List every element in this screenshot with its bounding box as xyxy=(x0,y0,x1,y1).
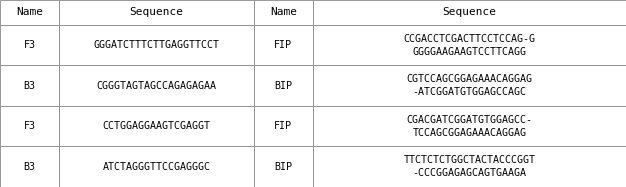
Text: F3: F3 xyxy=(24,40,36,50)
Text: FIP: FIP xyxy=(274,40,292,50)
Text: Name: Name xyxy=(16,7,43,17)
Text: BIP: BIP xyxy=(274,81,292,91)
Text: Name: Name xyxy=(270,7,297,17)
Bar xyxy=(313,65,626,106)
Bar xyxy=(59,146,254,187)
Bar xyxy=(59,65,254,106)
Bar xyxy=(313,106,626,146)
Bar xyxy=(0,146,59,187)
Bar xyxy=(254,25,313,65)
Text: CGTCCAGCGGAGAAACAGGAG
-ATCGGATGTGGAGCCAGC: CGTCCAGCGGAGAAACAGGAG -ATCGGATGTGGAGCCAG… xyxy=(406,74,533,97)
Text: CCTGGAGGAAGTCGAGGT: CCTGGAGGAAGTCGAGGT xyxy=(103,121,210,131)
Text: B3: B3 xyxy=(24,81,36,91)
Text: F3: F3 xyxy=(24,121,36,131)
Bar xyxy=(0,106,59,146)
Text: TTCTCTCTGGCTACTACCCGGT
-CCCGGAGAGCAGTGAAGA: TTCTCTCTGGCTACTACCCGGT -CCCGGAGAGCAGTGAA… xyxy=(404,155,535,178)
Bar xyxy=(0,0,59,25)
Text: CGACGATCGGATGTGGAGCC-
TCCAGCGGAGAAACAGGAG: CGACGATCGGATGTGGAGCC- TCCAGCGGAGAAACAGGA… xyxy=(406,115,533,138)
Bar xyxy=(0,65,59,106)
Bar xyxy=(59,106,254,146)
Text: BIP: BIP xyxy=(274,162,292,172)
Text: ATCTAGGGTTCCGAGGGC: ATCTAGGGTTCCGAGGGC xyxy=(103,162,210,172)
Text: CGGGTAGTAGCCAGAGAGAA: CGGGTAGTAGCCAGAGAGAA xyxy=(96,81,217,91)
Text: B3: B3 xyxy=(24,162,36,172)
Bar xyxy=(254,65,313,106)
Bar xyxy=(313,0,626,25)
Bar xyxy=(254,146,313,187)
Bar xyxy=(254,106,313,146)
Text: GGGATCTTTCTTGAGGTTCCT: GGGATCTTTCTTGAGGTTCCT xyxy=(93,40,220,50)
Text: Sequence: Sequence xyxy=(130,7,183,17)
Bar xyxy=(59,25,254,65)
Text: CCGACCTCGACTTCCTCCAG-G
GGGGAAGAAGTCCTTCAGG: CCGACCTCGACTTCCTCCAG-G GGGGAAGAAGTCCTTCA… xyxy=(404,33,535,57)
Bar xyxy=(254,0,313,25)
Bar xyxy=(59,0,254,25)
Bar xyxy=(313,25,626,65)
Bar xyxy=(313,146,626,187)
Text: Sequence: Sequence xyxy=(443,7,496,17)
Bar xyxy=(0,25,59,65)
Text: FIP: FIP xyxy=(274,121,292,131)
